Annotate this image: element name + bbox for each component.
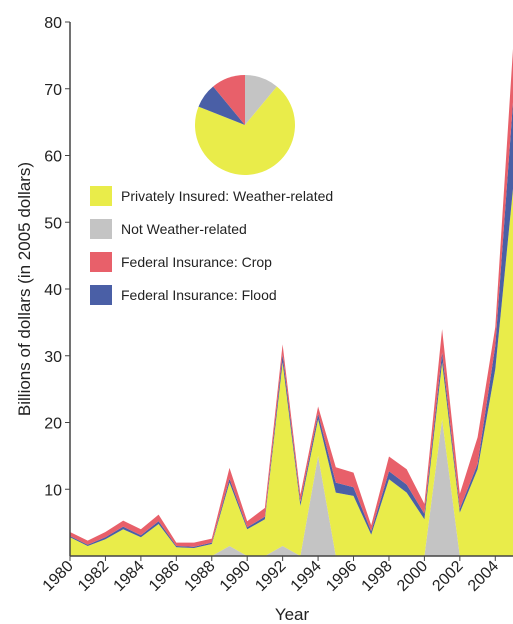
area-privately-insured-weather-related xyxy=(70,188,513,556)
x-tick-label-2004: 2004 xyxy=(465,558,502,595)
x-tick-label-1990: 1990 xyxy=(217,558,254,595)
stacked-areas xyxy=(70,48,513,556)
y-tick-label-60: 60 xyxy=(44,149,62,166)
legend: Privately Insured: Weather-related Not We… xyxy=(90,186,333,305)
x-tick-label-1998: 1998 xyxy=(359,558,396,595)
legend-label-not-weather-related: Not Weather-related xyxy=(121,221,247,237)
y-tick-label-70: 70 xyxy=(44,82,62,99)
y-tick-label-20: 20 xyxy=(44,416,62,433)
x-tick-label-1984: 1984 xyxy=(111,558,148,595)
pie-slice-federal-insurance-flood xyxy=(198,86,245,125)
x-tick-label-1982: 1982 xyxy=(75,558,112,595)
y-tick-label-10: 10 xyxy=(44,482,62,499)
legend-swatch-privately-insured-weather-related xyxy=(90,186,112,206)
x-tick-label-1994: 1994 xyxy=(288,558,325,595)
x-tick-label-1986: 1986 xyxy=(146,558,183,595)
y-tick-label-80: 80 xyxy=(44,15,62,32)
y-tick-label-30: 30 xyxy=(44,349,62,366)
pie-slice-not-weather-related xyxy=(245,75,277,125)
legend-label-federal-insurance-flood: Federal Insurance: Flood xyxy=(121,287,277,303)
y-tick-label-40: 40 xyxy=(44,282,62,299)
legend-swatch-federal-insurance-crop xyxy=(90,252,112,272)
legend-label-privately-insured-weather-related: Privately Insured: Weather-related xyxy=(121,188,333,204)
x-tick-label-1988: 1988 xyxy=(181,558,218,595)
pie-inset xyxy=(194,75,295,175)
y-axis-title: Billions of dollars (in 2005 dollars) xyxy=(15,162,34,416)
y-tick-labels: 10 20 30 40 50 60 70 80 xyxy=(44,15,70,499)
legend-label-federal-insurance-crop: Federal Insurance: Crop xyxy=(121,254,272,270)
x-tick-label-1980: 1980 xyxy=(40,558,77,595)
x-axis-title: Year xyxy=(275,605,310,624)
x-tick-label-2002: 2002 xyxy=(429,558,466,595)
x-tick-labels: 1980198219841986198819901992199419961998… xyxy=(40,556,502,595)
legend-swatch-not-weather-related xyxy=(90,219,112,239)
x-tick-label-2000: 2000 xyxy=(394,558,431,595)
y-tick-label-50: 50 xyxy=(44,215,62,232)
pie-slice-privately-insured-weather-related xyxy=(194,86,295,175)
x-tick-label-1992: 1992 xyxy=(252,558,289,595)
legend-swatch-federal-insurance-flood xyxy=(90,285,112,305)
pie-slice-federal-insurance-crop xyxy=(213,75,245,125)
x-tick-label-1996: 1996 xyxy=(323,558,360,595)
